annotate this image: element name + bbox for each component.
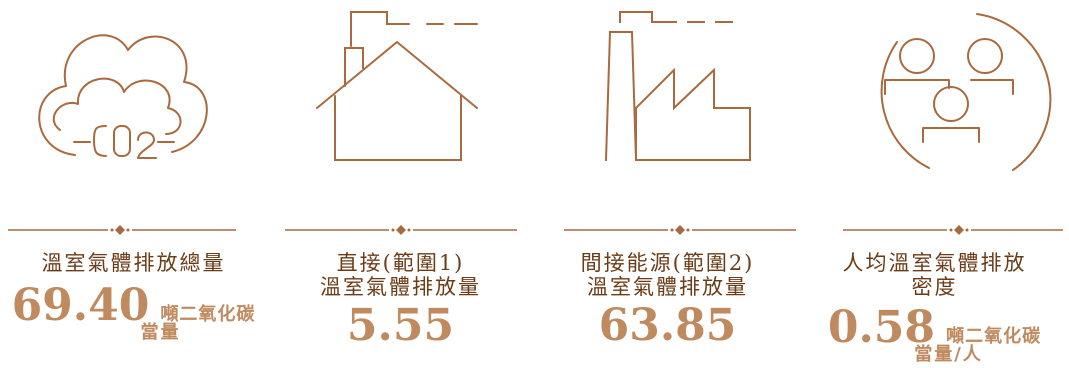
stat-label-line2: 溫室氣體排放量: [320, 275, 481, 299]
stat-unit-line2: 當量: [140, 322, 181, 343]
stat-unit: 噸二氧化碳: [160, 304, 256, 325]
stat-unit: 噸二氧化碳: [946, 326, 1042, 347]
people-group-icon: [880, 13, 1052, 171]
stat-value: 69.40: [11, 280, 150, 331]
stat-value-row: 63.85: [534, 300, 801, 351]
stat-value: 0.58: [827, 302, 936, 353]
stat-value: 5.55: [346, 300, 455, 351]
section-divider: [285, 225, 517, 235]
stat-label-line1: 間接能源(範圍2): [580, 251, 755, 275]
section-divider: [564, 225, 796, 235]
stat-card-scope-1: 直接(範圍1) 溫室氣體排放量 5.55: [267, 0, 534, 368]
co2-cloud-icon: [38, 34, 208, 159]
stat-unit-line2: 當量/人: [914, 344, 983, 365]
factory-icon: [604, 11, 751, 162]
stat-label: 溫室氣體排放總量: [41, 251, 226, 275]
stat-label-line1: 直接(範圍1): [336, 251, 465, 275]
stat-card-total-emissions: 溫室氣體排放總量 69.40 噸二氧化碳 當量: [0, 0, 267, 368]
stat-label-line2: 溫室氣體排放量: [587, 275, 748, 299]
stat-label-line2: 密度: [911, 275, 958, 299]
stat-value-row: 69.40 噸二氧化碳: [0, 280, 267, 331]
stat-card-scope-2: 間接能源(範圍2) 溫室氣體排放量 63.85: [534, 0, 801, 368]
stat-value: 63.85: [598, 300, 737, 351]
house-icon: [316, 11, 478, 161]
section-divider: [8, 225, 236, 235]
stat-card-per-capita: 人均溫室氣體排放 密度 0.58 噸二氧化碳 當量/人: [801, 0, 1068, 368]
stat-value-row: 5.55: [267, 300, 534, 351]
stat-label-line1: 人均溫室氣體排放: [842, 251, 1027, 275]
stat-value-row: 0.58 噸二氧化碳: [801, 302, 1068, 353]
section-divider: [843, 225, 1063, 235]
